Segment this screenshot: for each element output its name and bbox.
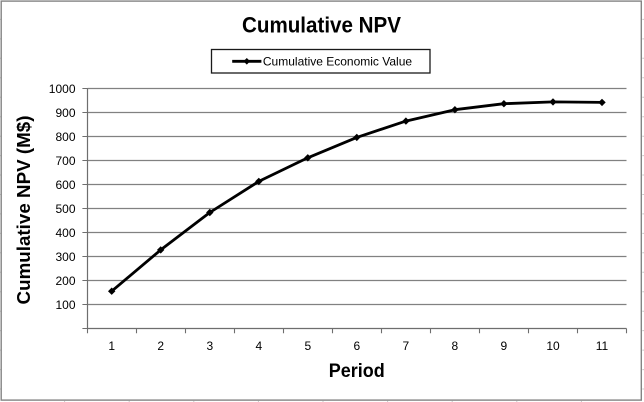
svg-text:600: 600 bbox=[55, 178, 75, 192]
svg-text:6: 6 bbox=[353, 339, 360, 353]
svg-text:9: 9 bbox=[501, 339, 508, 353]
svg-text:Cumulative NPV: Cumulative NPV bbox=[242, 12, 401, 37]
svg-text:10: 10 bbox=[546, 339, 560, 353]
svg-text:2: 2 bbox=[157, 339, 164, 353]
svg-text:5: 5 bbox=[304, 339, 311, 353]
svg-text:Period: Period bbox=[329, 360, 385, 382]
svg-text:700: 700 bbox=[55, 154, 75, 168]
svg-text:11: 11 bbox=[596, 339, 609, 353]
svg-text:1000: 1000 bbox=[49, 82, 76, 96]
svg-text:400: 400 bbox=[55, 226, 75, 240]
svg-text:100: 100 bbox=[55, 298, 75, 312]
svg-text:Cumulative Economic Value: Cumulative Economic Value bbox=[263, 54, 413, 68]
svg-text:1: 1 bbox=[108, 339, 115, 353]
svg-text:Cumulative NPV (M$): Cumulative NPV (M$) bbox=[13, 116, 34, 305]
svg-text:7: 7 bbox=[403, 339, 410, 353]
svg-text:900: 900 bbox=[55, 106, 75, 120]
svg-text:3: 3 bbox=[206, 339, 213, 353]
svg-text:8: 8 bbox=[452, 339, 459, 353]
svg-text:500: 500 bbox=[55, 202, 75, 216]
svg-text:300: 300 bbox=[55, 250, 75, 264]
svg-text:4: 4 bbox=[255, 339, 262, 353]
svg-text:800: 800 bbox=[55, 130, 75, 144]
svg-text:200: 200 bbox=[55, 274, 75, 288]
